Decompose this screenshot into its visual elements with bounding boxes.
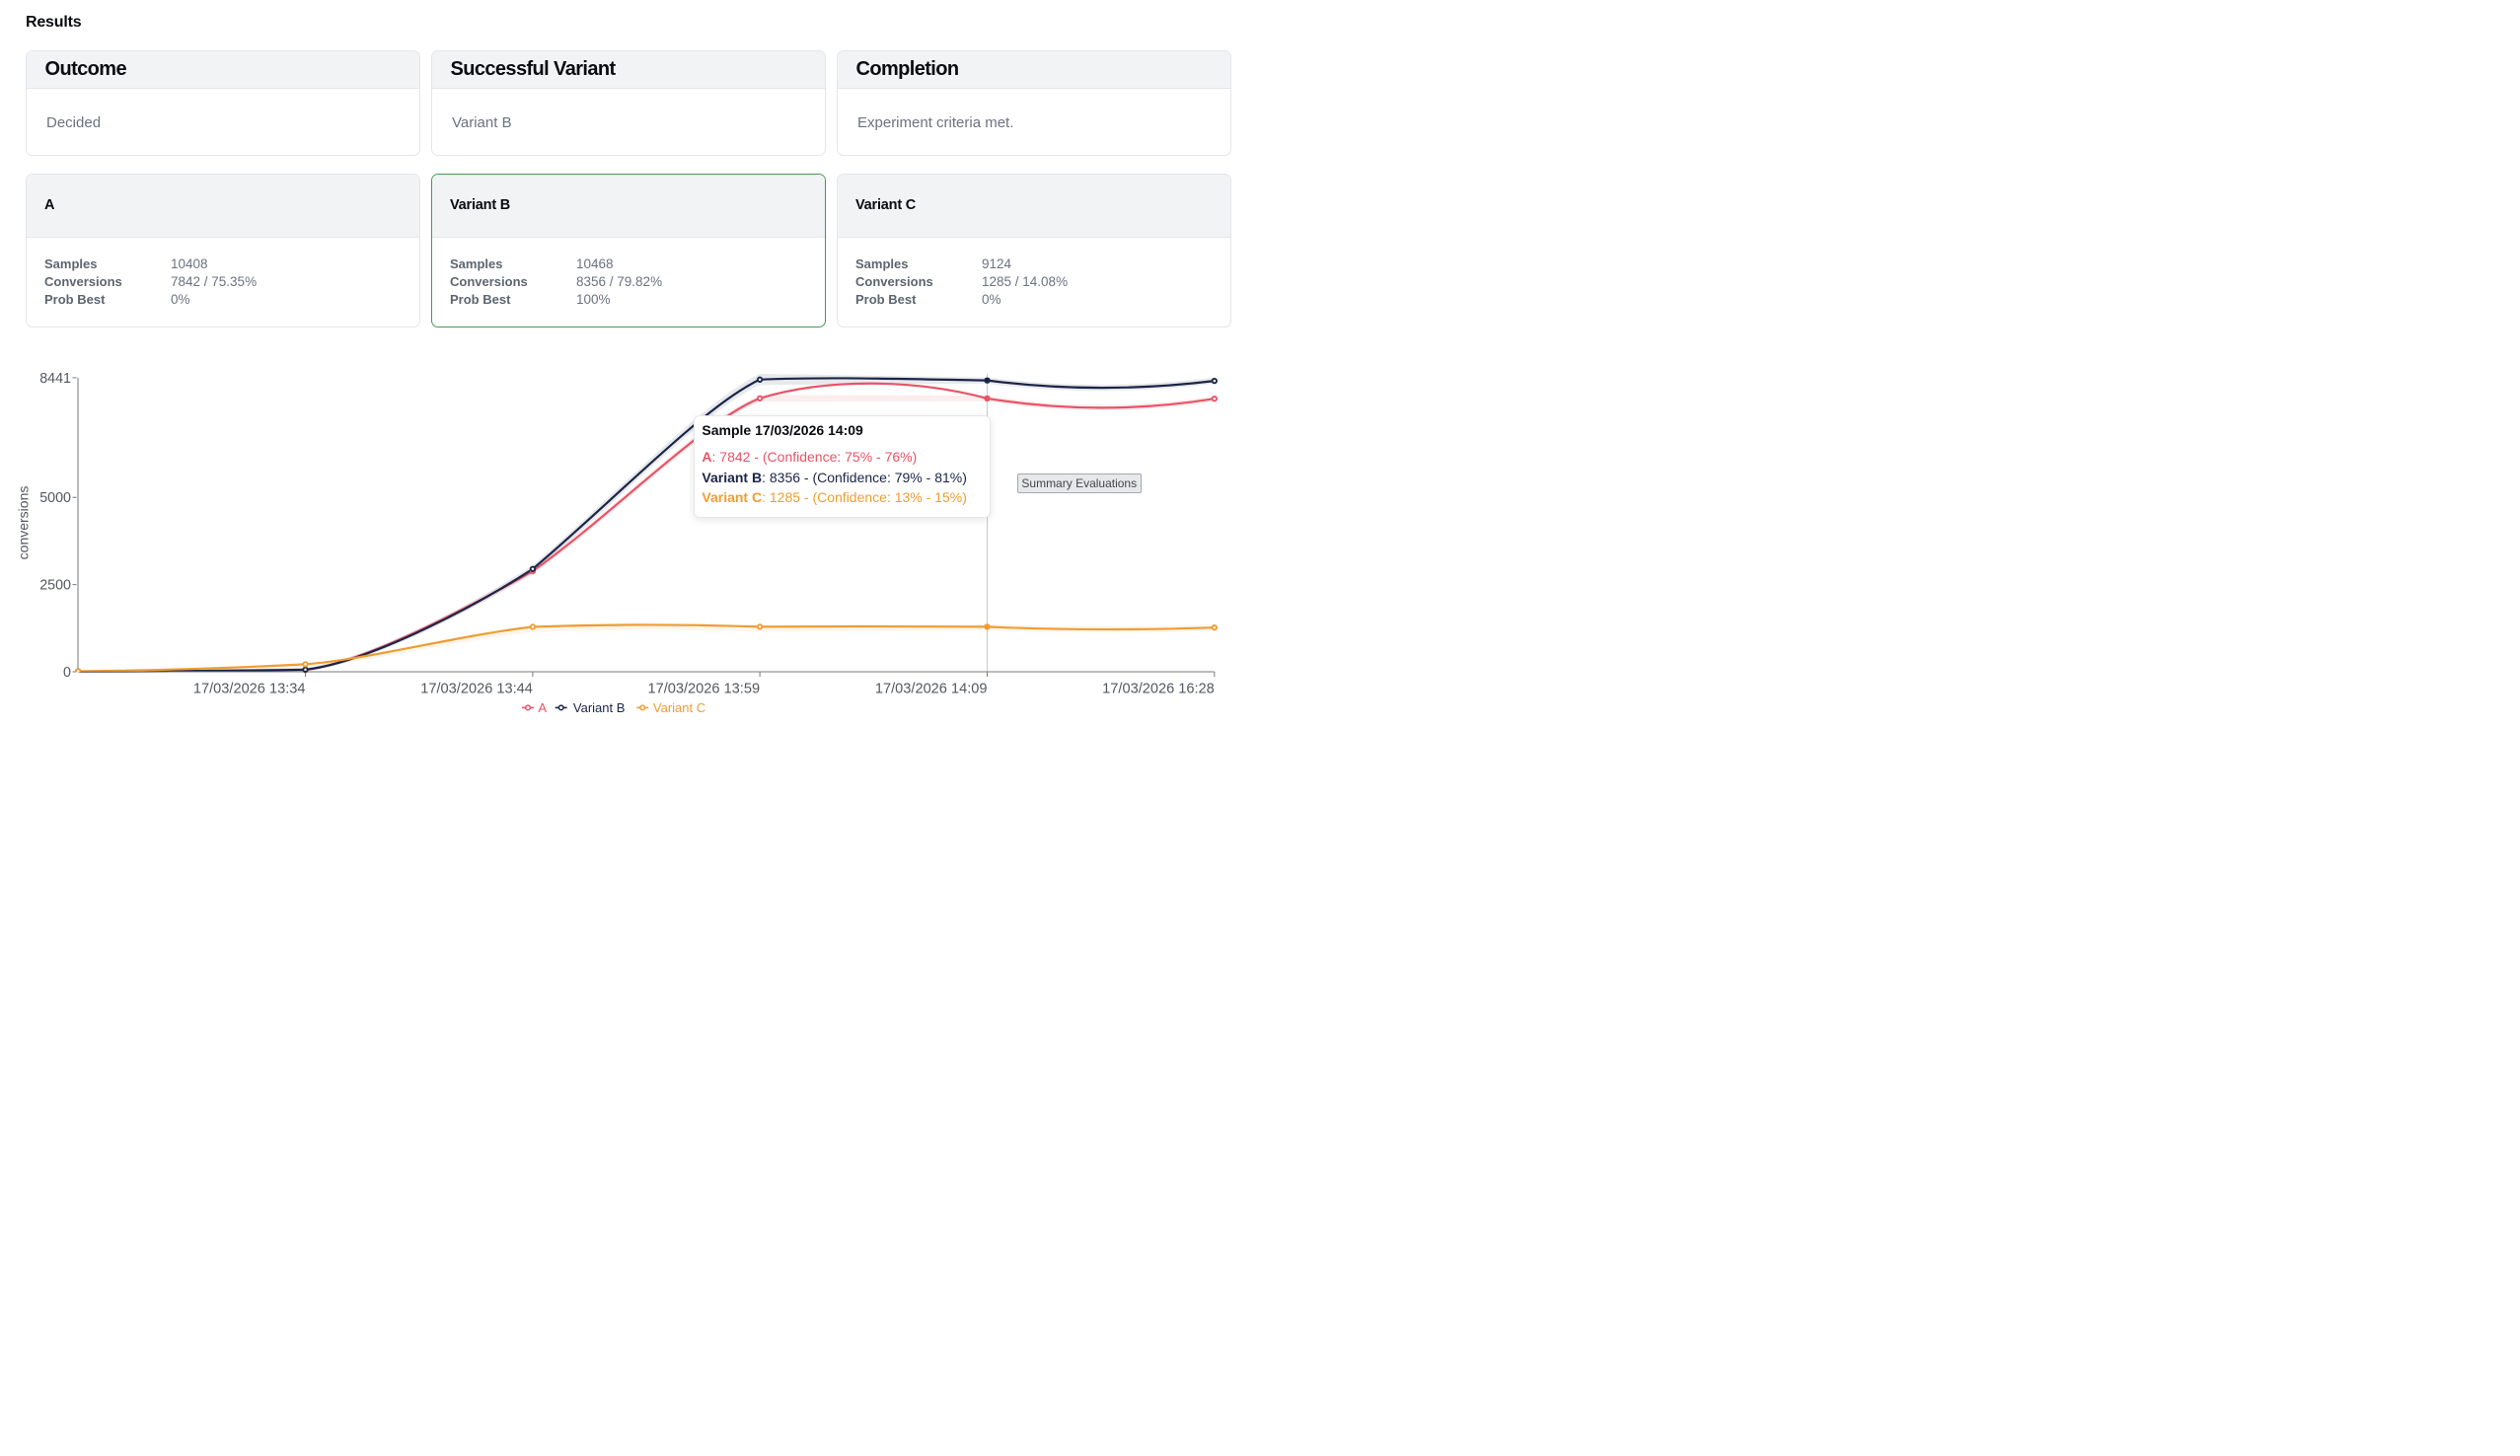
svg-text:Variant C: Variant C	[653, 700, 705, 715]
svg-text:5000: 5000	[39, 490, 71, 506]
svg-text:17/03/2026 13:44: 17/03/2026 13:44	[420, 682, 533, 697]
svg-text:A: A	[538, 700, 547, 715]
svg-text:8441: 8441	[39, 371, 71, 387]
svg-text:17/03/2026 13:59: 17/03/2026 13:59	[647, 682, 760, 697]
svg-text:2500: 2500	[39, 578, 71, 594]
svg-text:Variant B: Variant B	[573, 700, 626, 715]
svg-text:17/03/2026 16:28: 17/03/2026 16:28	[1102, 682, 1215, 697]
svg-text:17/03/2026 13:34: 17/03/2026 13:34	[193, 682, 306, 697]
svg-text:17/03/2026 14:09: 17/03/2026 14:09	[875, 682, 988, 697]
svg-text:0: 0	[63, 665, 71, 681]
svg-text:conversions: conversions	[16, 486, 32, 560]
